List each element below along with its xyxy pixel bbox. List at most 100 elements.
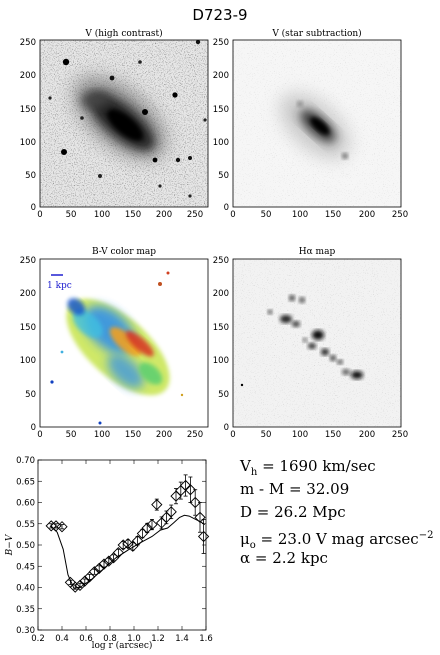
panel-title: V (star subtraction) (271, 28, 361, 39)
x-tick-label: 100 (292, 430, 308, 440)
y-axis-ticks: 0 50 100 150 200 250 (213, 38, 229, 213)
galaxy-image-star-subtracted (233, 40, 401, 207)
panel-v-high-contrast: V (high contrast) 0 (20, 28, 209, 220)
y-tick-label: 100 (213, 356, 229, 366)
y-tick-label: 200 (213, 289, 229, 299)
y-tick-label: 0 (224, 203, 229, 213)
galaxy-parameters: Vh = 1690 km/sec m - M = 32.09 D = 26.2 … (240, 455, 433, 570)
data-point (112, 547, 125, 559)
y-tick-label: 0.40 (16, 584, 35, 594)
data-point (151, 498, 163, 511)
y-tick-label: 100 (20, 138, 36, 148)
scale-bar-label: 1 kpc (47, 281, 72, 291)
x-tick-label: 0.2 (31, 634, 45, 644)
y-axis-ticks: 0 50 100 150 200 250 (20, 256, 36, 433)
parameter-distance: D = 26.2 Mpc (240, 503, 346, 521)
y-tick-label: 50 (25, 171, 36, 181)
x-tick-label: 150 (325, 210, 341, 220)
color-map-image (40, 259, 208, 427)
x-tick-label: 150 (125, 210, 141, 220)
parameter-scale-length: α = 2.2 kpc (240, 549, 328, 567)
y-tick-label: 0.50 (16, 541, 35, 551)
panel-v-star-subtraction: V (star subtraction) 0 50 100 150 200 25… (213, 28, 408, 220)
y-tick-label: 200 (20, 289, 36, 299)
x-tick-label: 200 (359, 210, 375, 220)
x-tick-label: 100 (94, 210, 110, 220)
data-point (103, 555, 115, 567)
data-point (131, 535, 144, 547)
x-tick-label: 1.4 (175, 634, 189, 644)
y-tick-label: 150 (20, 105, 36, 115)
figure-title: D723-9 (192, 6, 247, 24)
data-point (141, 522, 153, 534)
data-point (189, 496, 201, 509)
y-tick-label: 0.55 (16, 520, 35, 530)
x-tick-label: 50 (66, 210, 77, 220)
data-point (74, 579, 86, 592)
panel-halpha-map: Hα map 0 50 100 150 200 250 (213, 247, 408, 440)
bv-profile-chart: 0.30 0.35 0.40 0.45 0.50 0.55 0.60 0.65 0.70 0.2 0… (5, 456, 213, 651)
x-tick-label: 200 (156, 210, 172, 220)
x-tick-label: 0 (230, 210, 235, 220)
y-tick-label: 250 (213, 256, 229, 266)
y-tick-label: 100 (20, 356, 36, 366)
x-tick-label: 0.8 (103, 634, 117, 644)
y-axis-label: B−V (5, 533, 15, 556)
y-tick-label: 150 (20, 323, 36, 333)
data-point (194, 511, 206, 524)
y-tick-label: 150 (213, 323, 229, 333)
panel-bv-color-map: B-V color map 1 kpc 0 50 (20, 247, 209, 440)
x-tick-label: 1.0 (127, 634, 141, 644)
parameter-vh: Vh = 1690 km/sec (240, 457, 376, 478)
x-tick-label: 0.4 (55, 634, 69, 644)
y-tick-label: 0 (224, 423, 229, 433)
y-axis-ticks: 0 50 100 150 200 250 (213, 256, 229, 433)
x-tick-label: 50 (261, 210, 272, 220)
model-profile-line (49, 514, 206, 589)
y-tick-label: 200 (20, 71, 36, 81)
x-tick-label: 200 (156, 430, 172, 440)
data-point (45, 520, 57, 532)
panel-title: B-V color map (92, 247, 156, 257)
x-tick-label: 100 (94, 430, 110, 440)
x-tick-label: 150 (325, 430, 341, 440)
panel-title: V (high contrast) (84, 28, 162, 39)
x-tick-label: 250 (187, 430, 203, 440)
panel-title: Hα map (299, 247, 336, 257)
y-tick-label: 0 (31, 423, 36, 433)
y-tick-label: 100 (213, 138, 229, 148)
y-tick-label: 150 (213, 105, 229, 115)
x-tick-label: 100 (292, 210, 308, 220)
y-tick-label: 250 (213, 38, 229, 48)
y-tick-label: 0.60 (16, 499, 35, 509)
data-point (98, 558, 110, 570)
x-tick-label: 250 (187, 210, 203, 220)
data-point (117, 539, 129, 551)
y-tick-label: 0.35 (16, 605, 35, 615)
galaxy-image-high-contrast (40, 40, 208, 207)
data-point (165, 506, 177, 518)
x-axis-ticks: 0 50 100 150 200 250 (230, 430, 408, 440)
y-tick-label: 250 (20, 256, 36, 266)
data-point (184, 484, 197, 496)
parameter-distance-modulus: m - M = 32.09 (240, 480, 350, 498)
data-point (88, 566, 101, 578)
y-tick-label: 0.65 (16, 477, 35, 487)
x-tick-label: 50 (66, 430, 77, 440)
x-tick-label: 150 (125, 430, 141, 440)
data-point (197, 530, 210, 543)
x-tick-label: 0 (37, 430, 42, 440)
y-tick-label: 50 (218, 390, 229, 400)
y-tick-label: 0.45 (16, 562, 35, 572)
y-tick-label: 0.30 (16, 626, 35, 636)
x-tick-label: 200 (359, 430, 375, 440)
parameter-surface-brightness: μo = 23.0 V mag arcsec−2 (240, 530, 434, 551)
y-tick-label: 0.70 (16, 456, 35, 466)
x-axis-label: log r (arcsec) (92, 640, 153, 651)
data-point (56, 521, 68, 533)
x-tick-label: 1.6 (199, 634, 213, 644)
x-tick-label: 250 (392, 210, 408, 220)
y-axis-ticks: 0 50 100 150 200 250 (20, 38, 36, 213)
y-tick-label: 50 (218, 171, 229, 181)
